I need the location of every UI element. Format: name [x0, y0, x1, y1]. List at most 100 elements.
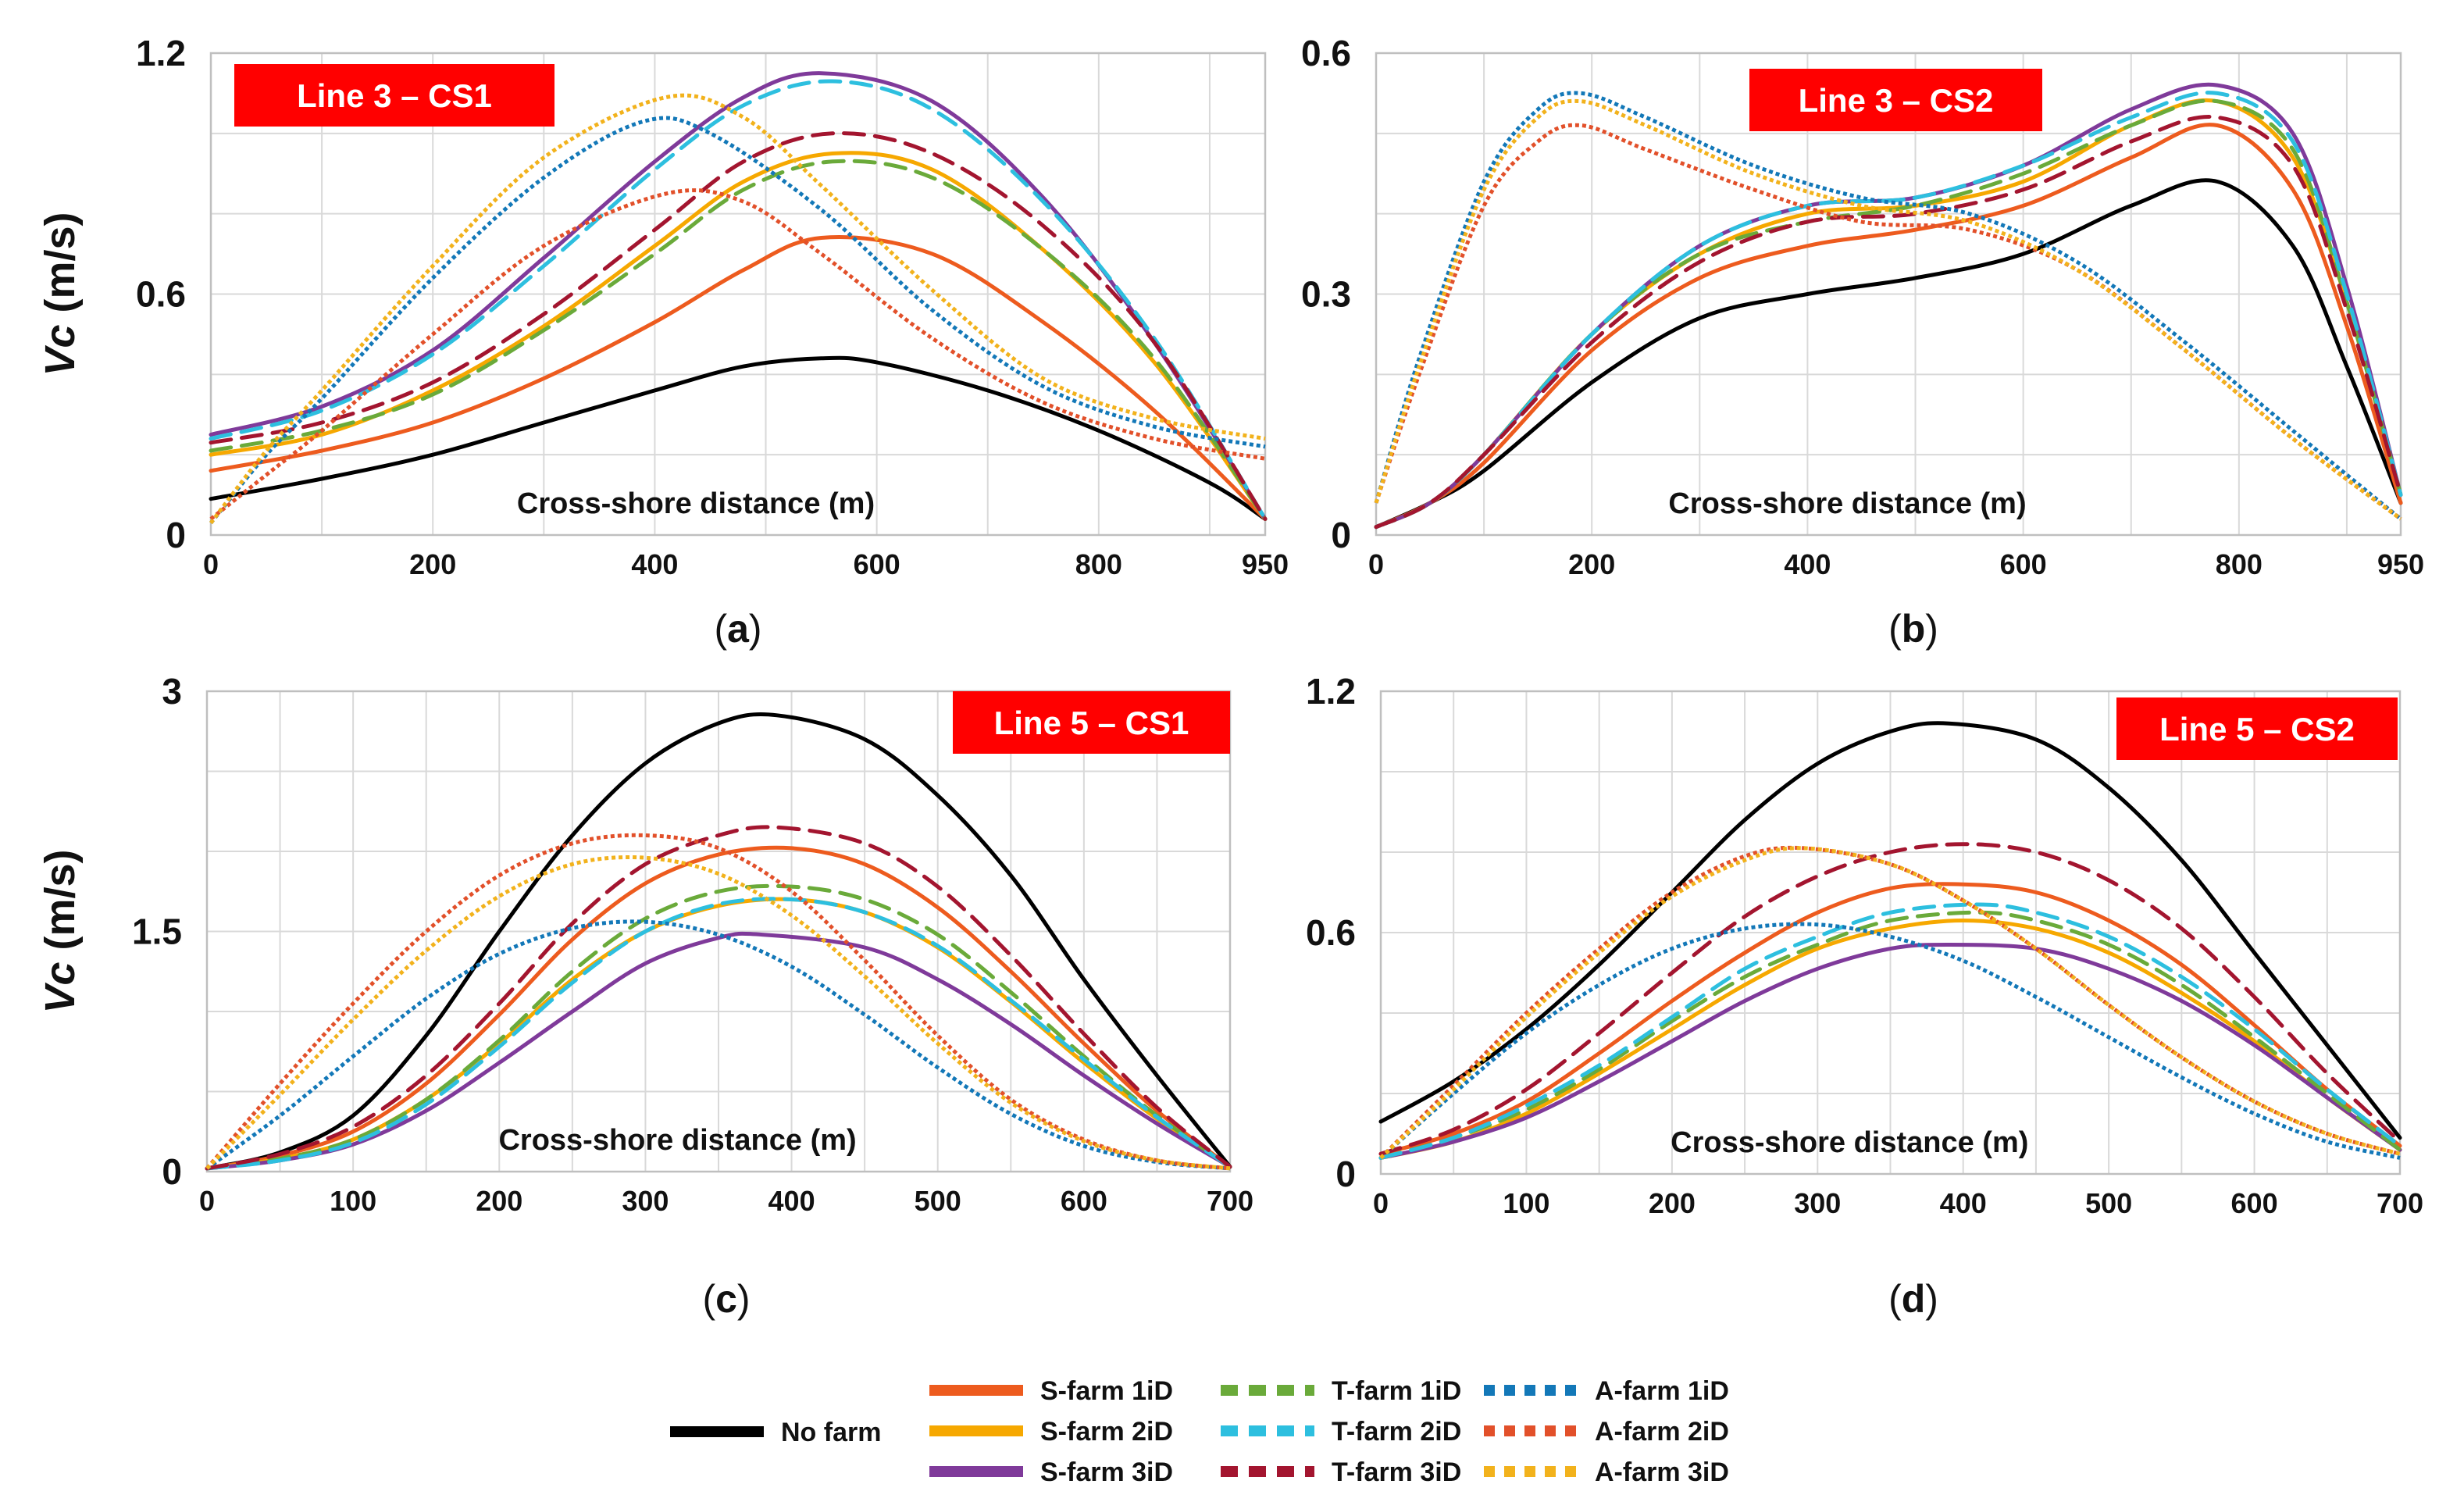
y-tick-labels: 0 0.6 1.2	[1306, 671, 1356, 1194]
title-badge-background	[1749, 69, 2042, 131]
x-tick-label: 600	[1061, 1185, 1107, 1217]
title-badge-background	[234, 64, 554, 127]
legend-item-a3: A-farm 3iD	[1484, 1457, 1729, 1487]
x-tick-label: 0	[1368, 548, 1384, 580]
y-tick-label: 0.3	[1301, 274, 1351, 315]
legend-label: S-farm 2iD	[1040, 1417, 1173, 1447]
series-line-a2	[1374, 123, 2402, 521]
legend-label: A-farm 3iD	[1595, 1457, 1729, 1487]
y-tick-label: 0	[1335, 1154, 1356, 1194]
x-tick-label: 500	[2085, 1187, 2132, 1219]
y-tick-label: 0.6	[1306, 912, 1356, 953]
x-tick-label: 700	[2377, 1187, 2423, 1219]
series-line-s1	[1378, 882, 2402, 1156]
series-line-t2	[209, 79, 1268, 521]
legend-item-s3: S-farm 3iD	[929, 1457, 1173, 1487]
series-line-t3	[205, 825, 1232, 1171]
panel-title: Line 5 – CS1	[994, 705, 1189, 741]
legend-item-a2: A-farm 2iD	[1484, 1417, 1729, 1447]
legend-item-s1: S-farm 1iD	[929, 1376, 1173, 1406]
panel-a: 0 200 400 600 800 950 0 0.6 1.2 Cross-shore dista…	[37, 33, 1289, 651]
y-tick-label: 1.5	[132, 912, 182, 952]
series-line-a2	[209, 188, 1266, 521]
x-tick-label: 600	[854, 548, 900, 580]
x-tick-label: 950	[2377, 548, 2424, 580]
series-line-a3	[209, 93, 1266, 525]
series-line-nofarm	[205, 712, 1232, 1171]
series-line-t3	[1374, 114, 2403, 530]
x-tick-label: 200	[409, 548, 456, 580]
series-line-s2	[1378, 918, 2402, 1160]
y-tick-label: 0.6	[136, 274, 186, 315]
x-tick-label: 100	[1503, 1187, 1549, 1219]
x-tick-label: 600	[2231, 1187, 2278, 1219]
legend-item-s2: S-farm 2iD	[929, 1417, 1173, 1447]
x-axis-label: Cross-shore distance (m)	[1671, 1126, 2028, 1159]
plot-frame	[1375, 52, 2402, 537]
series-line-nofarm	[1378, 721, 2402, 1140]
x-tick-label: 700	[1207, 1185, 1253, 1217]
panel-label: (d)	[1888, 1277, 1938, 1321]
panel-title: Line 3 – CS2	[1799, 82, 1994, 119]
series-line-t2	[205, 897, 1232, 1171]
legend-item-a1: A-farm 1iD	[1484, 1376, 1729, 1406]
legend-label: T-farm 3iD	[1332, 1457, 1461, 1487]
y-axis-label: Vc (m/s)	[37, 212, 84, 376]
y-tick-label: 0	[1331, 515, 1351, 555]
x-tick-label: 0	[199, 1185, 215, 1217]
series-lines	[209, 71, 1268, 525]
panel-title-badge: Line 3 – CS1	[234, 64, 554, 127]
series-line-a3	[1379, 846, 2401, 1160]
x-tick-labels: 0 100 200 300 400 500 600 700	[1373, 1187, 2423, 1219]
x-tick-label: 800	[2216, 548, 2263, 580]
series-lines	[1374, 82, 2403, 530]
x-tick-label: 600	[2000, 548, 2047, 580]
x-axis-label: Cross-shore distance (m)	[517, 487, 875, 520]
y-tick-label: 0	[166, 515, 186, 555]
plot-frame	[209, 52, 1267, 537]
chart-panels: 0 200 400 600 800 950 0 0.6 1.2 Cross-shore dista…	[37, 33, 2424, 1321]
series-line-t1	[205, 883, 1232, 1171]
series-line-s1	[209, 235, 1268, 521]
x-axis-label: Cross-shore distance (m)	[498, 1124, 856, 1157]
x-tick-label: 400	[1784, 548, 1831, 580]
panel-title-badge: Line 5 – CS1	[953, 691, 1230, 754]
legend-item-t2: T-farm 2iD	[1221, 1417, 1461, 1447]
series-line-t1	[1374, 98, 2403, 530]
series-line-s3	[209, 71, 1268, 521]
x-tick-labels: 0 100 200 300 400 500 600 700	[199, 1185, 1253, 1217]
panel-label: (b)	[1888, 607, 1938, 651]
series-line-a1	[1374, 91, 2402, 521]
series-line-s2	[209, 151, 1268, 521]
series-line-a1	[1379, 922, 2401, 1160]
series-line-t1	[209, 159, 1268, 521]
x-tick-label: 200	[1568, 548, 1615, 580]
series-line-a2	[205, 833, 1231, 1171]
x-tick-label: 500	[915, 1185, 961, 1217]
gridlines	[207, 691, 1230, 1172]
title-badge-background	[953, 691, 1230, 754]
legend-label: S-farm 1iD	[1040, 1376, 1173, 1406]
panel-title: Line 5 – CS2	[2159, 711, 2355, 747]
series-line-s2	[1374, 98, 2403, 530]
x-tick-label: 400	[631, 548, 678, 580]
legend-item-nofarm: No farm	[670, 1418, 881, 1447]
series-line-s3	[1378, 942, 2402, 1160]
x-tick-label: 800	[1075, 548, 1122, 580]
series-line-nofarm	[1374, 178, 2403, 530]
x-tick-labels: 0 200 400 600 800 950	[1368, 548, 2424, 580]
panel-title-badge: Line 5 – CS2	[2116, 697, 2398, 760]
series-line-s1	[205, 845, 1232, 1171]
y-tick-labels: 0 0.6 1.2	[136, 33, 186, 555]
legend-label: T-farm 2iD	[1332, 1417, 1461, 1447]
x-tick-label: 0	[1373, 1187, 1389, 1219]
x-tick-label: 950	[1242, 548, 1289, 580]
panel-title-badge: Line 3 – CS2	[1749, 69, 2042, 131]
y-tick-labels: 01.53	[132, 671, 182, 1192]
panel-b: 0 200 400 600 800 950 0 0.3 0.6 Cross-shore dista…	[1301, 33, 2424, 651]
gridlines	[1376, 53, 2401, 535]
panel-label: (a)	[714, 607, 761, 651]
x-tick-label: 400	[768, 1185, 815, 1217]
